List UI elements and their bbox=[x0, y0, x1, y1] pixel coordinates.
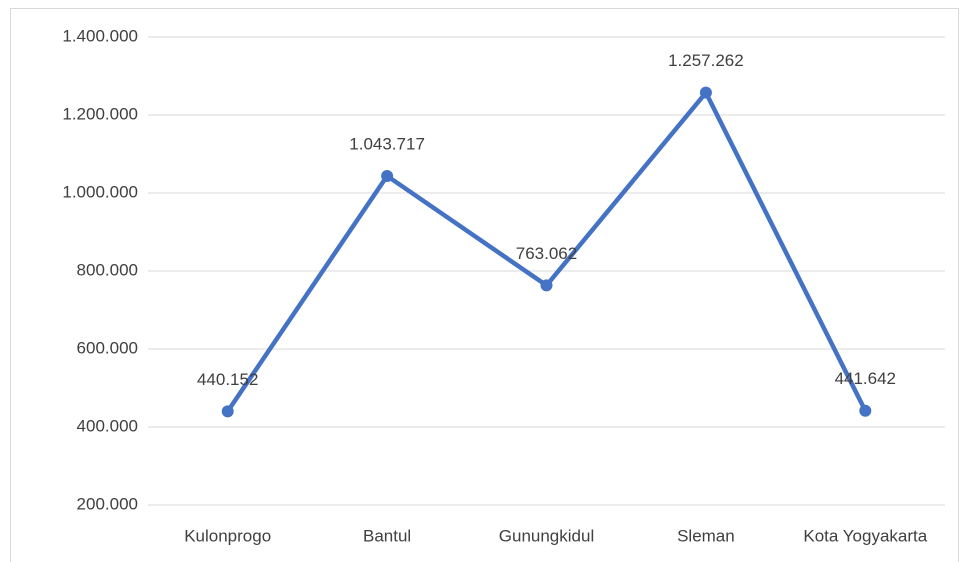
data-point bbox=[221, 405, 234, 418]
y-tick-label: 1.200.000 bbox=[62, 104, 138, 123]
data-point bbox=[381, 169, 394, 182]
x-tick-label: Bantul bbox=[363, 526, 411, 545]
y-tick-label: 800.000 bbox=[77, 260, 138, 279]
data-label: 441.642 bbox=[835, 369, 896, 388]
data-point bbox=[540, 279, 553, 292]
data-point bbox=[699, 86, 712, 99]
x-tick-label: Kota Yogyakarta bbox=[803, 526, 927, 545]
data-label: 1.043.717 bbox=[349, 134, 425, 153]
x-tick-label: Gunungkidul bbox=[499, 526, 594, 545]
y-tick-label: 1.400.000 bbox=[62, 26, 138, 45]
x-tick-label: Kulonprogo bbox=[184, 526, 271, 545]
data-label: 763.062 bbox=[516, 244, 577, 263]
x-tick-label: Sleman bbox=[677, 526, 735, 545]
chart-frame bbox=[10, 8, 959, 562]
y-tick-label: 400.000 bbox=[77, 416, 138, 435]
data-label: 1.257.262 bbox=[668, 51, 744, 70]
data-label: 440.152 bbox=[197, 370, 258, 389]
y-tick-label: 600.000 bbox=[77, 338, 138, 357]
data-point bbox=[859, 404, 872, 417]
y-tick-label: 200.000 bbox=[77, 494, 138, 513]
y-tick-label: 1.000.000 bbox=[62, 182, 138, 201]
